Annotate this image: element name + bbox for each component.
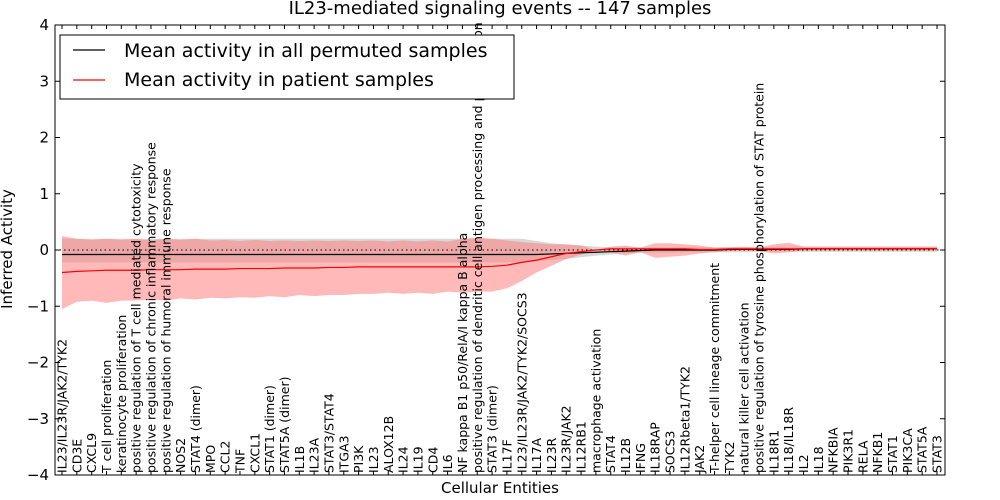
series-line-patient [61, 248, 937, 274]
x-category-label: T cell proliferation [99, 360, 114, 474]
x-category-label: IL12RB1 [574, 421, 589, 473]
x-category-label: PIK3R1 [841, 429, 856, 473]
y-tick-label: 2 [39, 129, 49, 147]
x-category-label: natural killer cell activation [737, 302, 752, 473]
x-category-label: IL18R1 [766, 430, 781, 473]
x-category-label: positive regulation of dendritic cell an… [470, 22, 485, 473]
x-category-label: STAT3/STAT4 [321, 393, 336, 473]
x-category-label: IFNG [633, 443, 648, 473]
x-category-label: positive regulation of T cell mediated c… [129, 163, 144, 473]
y-tick-label: 4 [39, 16, 49, 34]
y-tick-label: −1 [27, 297, 49, 315]
x-category-label: IL17A [529, 437, 544, 473]
x-category-label: IL1B [292, 446, 307, 473]
x-category-label: positive regulation of tyrosine phosphor… [752, 83, 767, 473]
y-tick-label: −2 [27, 354, 49, 372]
x-category-label: CCL2 [218, 441, 233, 473]
x-category-label: IL23/IL23R/JAK2/TYK2/SOCS3 [514, 292, 529, 473]
x-category-label: NF kappa B1 p50/RelA/I kappa B alpha [455, 233, 470, 473]
x-category-label: IL18RAP [648, 422, 663, 473]
x-category-label: PIK3CA [900, 428, 915, 473]
chart-title: IL23-mediated signaling events -- 147 sa… [289, 0, 712, 19]
x-category-label: keratinocyte proliferation [114, 315, 129, 473]
x-category-label: STAT5A (dimer) [277, 377, 292, 473]
x-category-label: positive regulation of chronic inflammat… [143, 142, 158, 473]
y-tick-label: 3 [39, 72, 49, 90]
legend-label-patient: Mean activity in patient samples [124, 69, 434, 91]
x-category-label: IL6 [440, 454, 455, 473]
x-category-label: ITGA3 [336, 435, 351, 473]
x-category-label: PI3K [351, 445, 366, 473]
x-category-label: CD4 [425, 447, 440, 473]
x-category-label: IL2 [796, 454, 811, 473]
x-category-label: CXCL9 [84, 433, 99, 473]
legend-label-permuted: Mean activity in all permuted samples [124, 40, 487, 62]
series-lines [55, 248, 945, 274]
legend-box [59, 34, 515, 100]
x-category-label: RELA [855, 440, 870, 473]
x-category-label: IL18 [811, 446, 826, 473]
x-category-label: IL23/IL23R/JAK2/TYK2 [55, 339, 70, 473]
x-category-label: MPO [203, 445, 218, 473]
x-category-label: IL12B [618, 438, 633, 473]
x-category-label: IL18/IL18R [781, 407, 796, 473]
x-category-label: NOS2 [173, 438, 188, 473]
x-category-label: STAT3 (dimer) [485, 385, 500, 473]
y-tick-label: −4 [27, 466, 49, 484]
y-axis-title: Inferred Activity [0, 189, 16, 309]
x-category-label: positive regulation of humoral immune re… [158, 168, 173, 473]
x-axis-category-labels: IL23/IL23R/JAK2/TYK2 CD3E CXCL9 T cell prol… [55, 22, 945, 475]
x-category-label: STAT1 (dimer) [262, 385, 277, 473]
x-category-label: ALOX12B [381, 416, 396, 473]
x-category-label: SOCS3 [663, 431, 678, 473]
x-category-label: STAT4 (dimer) [188, 385, 203, 473]
x-category-label: NFKB1 [870, 432, 885, 473]
x-category-label: IL23R/JAK2 [559, 405, 574, 473]
x-category-label: STAT5A [915, 426, 930, 473]
y-axis-ticks: 4 3 2 1 0 −1 −2 −3 −4 [27, 16, 945, 484]
x-category-label: IL23A [307, 437, 322, 473]
x-category-label: CD3E [69, 439, 84, 473]
x-category-label: STAT3 [930, 435, 945, 473]
x-category-label: IL23 [366, 446, 381, 473]
x-category-label: macrophage activation [588, 329, 603, 473]
x-category-label: IL17F [499, 439, 514, 473]
x-category-label: T-helper cell lineage commitment [707, 263, 722, 474]
y-tick-label: 0 [39, 241, 49, 259]
x-category-label: NFKBIA [826, 427, 841, 473]
x-category-label: IL23R [544, 437, 559, 473]
x-category-label: TNF [232, 449, 247, 474]
y-tick-label: 1 [39, 185, 49, 203]
x-category-label: STAT4 [603, 435, 618, 473]
y-tick-label: −3 [27, 410, 49, 428]
x-category-label: IL12Rbeta1/TYK2 [677, 366, 692, 473]
x-category-label: TYK2 [722, 442, 737, 474]
x-axis-title: Cellular Entities [441, 479, 559, 497]
x-category-label: IL19 [410, 446, 425, 473]
legend: Mean activity in all permuted samples Me… [59, 34, 515, 100]
x-category-label: CXCL1 [247, 433, 262, 473]
x-category-label: STAT1 [885, 435, 900, 473]
x-category-label: IL24 [396, 446, 411, 473]
x-category-label: JAK2 [692, 445, 707, 474]
